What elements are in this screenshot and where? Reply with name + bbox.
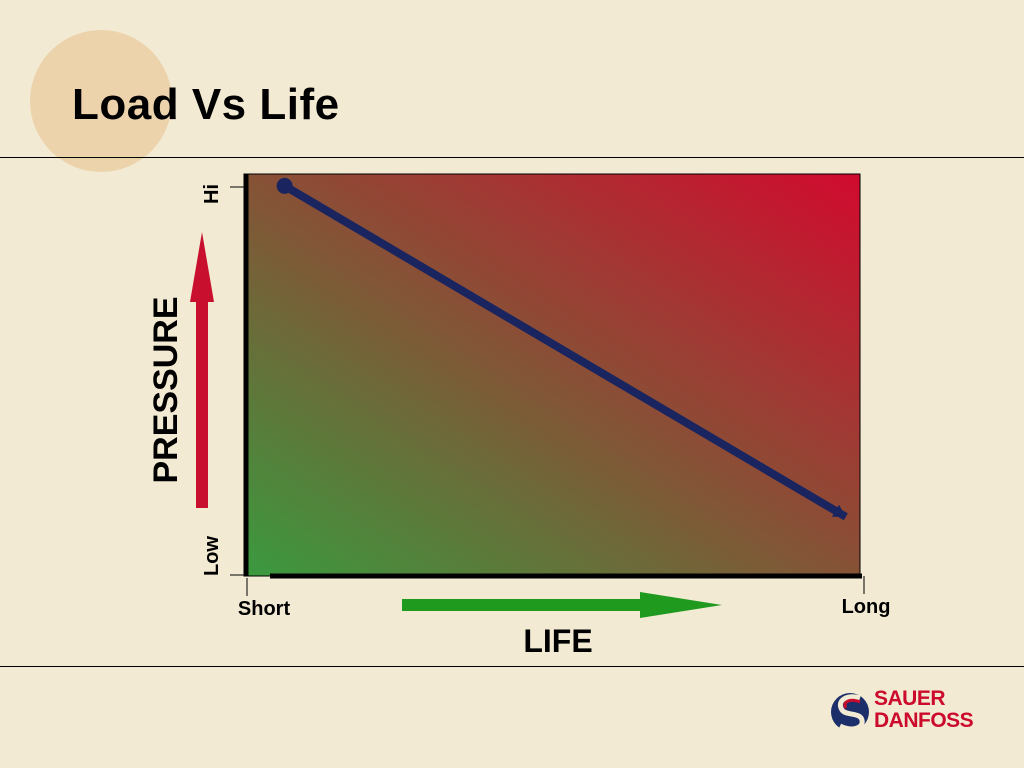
series-line — [282, 182, 848, 521]
series-point-end — [831, 504, 846, 517]
logo-mark-icon — [831, 693, 869, 732]
y-axis-label: PRESSURE — [147, 296, 185, 483]
plot-area — [243, 173, 861, 577]
pressure-arrow-shaft — [196, 300, 208, 508]
slide-title: Load Vs Life — [72, 80, 340, 129]
y-tick-label-hi: Hi — [201, 184, 223, 204]
x-tick-label-long: Long — [842, 596, 891, 618]
life-arrow-shaft — [402, 599, 644, 611]
x-tick-label-short: Short — [238, 598, 291, 620]
life-arrow-head — [640, 592, 722, 618]
logo-line-2: DANFOSS — [874, 709, 974, 732]
logo-line-1: SAUER — [874, 687, 946, 710]
top-divider — [0, 157, 1024, 158]
title-decor-circle — [30, 30, 172, 172]
logo-text: SAUER DANFOSS — [874, 687, 974, 732]
x-axis-label: LIFE — [523, 623, 592, 659]
pressure-arrow-head — [190, 232, 214, 302]
sauer-danfoss-logo: SAUER DANFOSS — [830, 688, 995, 738]
y-tick-label-low: Low — [201, 536, 223, 576]
bottom-divider — [0, 666, 1024, 667]
series-point-start — [276, 177, 293, 194]
